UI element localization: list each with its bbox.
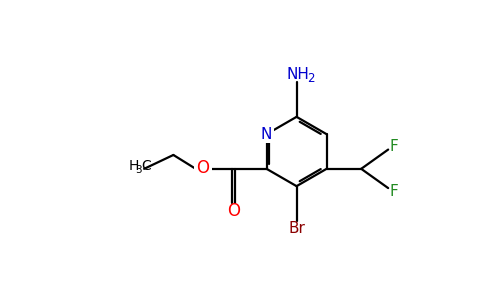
Text: NH: NH <box>287 67 310 82</box>
Text: H: H <box>128 159 138 173</box>
Text: F: F <box>390 184 399 199</box>
Text: O: O <box>196 159 209 177</box>
Text: Br: Br <box>288 221 305 236</box>
Text: 2: 2 <box>307 72 314 85</box>
Text: F: F <box>390 139 399 154</box>
Text: 3: 3 <box>136 165 142 175</box>
Text: C: C <box>141 159 151 173</box>
Text: O: O <box>227 202 240 220</box>
Text: N: N <box>261 127 272 142</box>
